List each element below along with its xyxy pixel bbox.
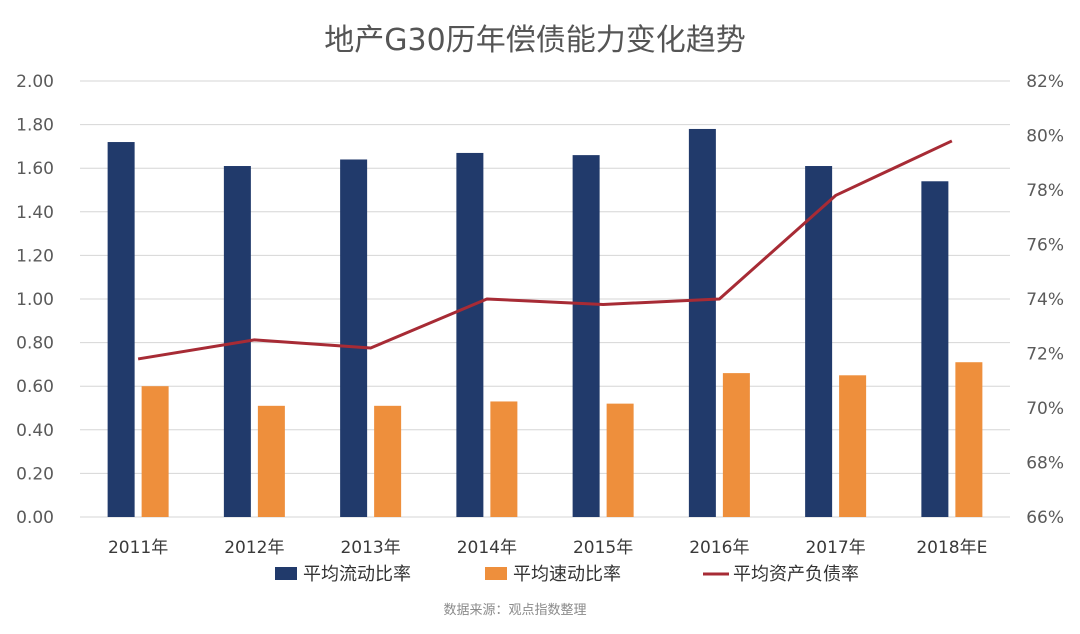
left-tick-label: 0.80 <box>16 334 54 354</box>
left-tick-label: 0.40 <box>16 421 54 441</box>
right-tick-label: 68% <box>1026 454 1064 474</box>
bar-quick-ratio <box>722 373 750 517</box>
right-tick-label: 76% <box>1026 236 1064 256</box>
left-tick-label: 1.60 <box>16 159 54 179</box>
bar-quick-ratio <box>955 362 983 517</box>
chart-title: 地产G30历年偿债能力变化趋势 <box>324 23 745 58</box>
legend-swatch <box>275 567 297 580</box>
bar-quick-ratio <box>257 405 285 517</box>
left-axis: 0.00 0.20 0.40 0.60 0.80 1.00 1.20 1.40 1.60 1.80… <box>16 72 54 528</box>
source-note: 数据来源：观点指数整理 <box>443 603 586 618</box>
category-label: 2017年 <box>805 538 865 558</box>
bar-current-ratio <box>805 166 833 517</box>
category-label: 2013年 <box>340 538 400 558</box>
bar-quick-ratio <box>490 401 518 517</box>
legend-swatch <box>485 567 507 580</box>
line-series <box>137 139 953 361</box>
right-tick-label: 70% <box>1026 399 1064 419</box>
category-label: 2014年 <box>457 538 517 558</box>
bar-current-ratio <box>688 128 716 517</box>
category-label: 2012年 <box>224 538 284 558</box>
right-tick-label: 74% <box>1026 290 1064 310</box>
left-tick-label: 1.40 <box>16 203 54 223</box>
left-tick-label: 1.00 <box>16 290 54 310</box>
right-axis: 66% 68% 70% 72% 74% 76% 78% 80% 82% <box>1026 72 1064 528</box>
category-axis: 2011年 2012年 2013年 2014年 2015年 2016年 2017年 2018年… <box>108 538 987 558</box>
right-tick-label: 72% <box>1026 345 1064 365</box>
bar-current-ratio <box>572 155 600 517</box>
left-tick-label: 0.20 <box>16 464 54 484</box>
line-debt-ratio <box>137 139 953 361</box>
category-label: 2011年 <box>108 538 168 558</box>
right-tick-label: 78% <box>1026 181 1064 201</box>
right-tick-label: 82% <box>1026 72 1064 92</box>
bar-current-ratio <box>921 181 949 517</box>
right-tick-label: 80% <box>1026 127 1064 147</box>
left-tick-label: 0.00 <box>16 508 54 528</box>
right-tick-label: 66% <box>1026 508 1064 528</box>
category-label: 2016年 <box>689 538 749 558</box>
left-tick-label: 1.80 <box>16 116 54 136</box>
legend-label: 平均资产负债率 <box>733 564 859 585</box>
left-tick-label: 2.00 <box>16 72 54 92</box>
category-label: 2015年 <box>573 538 633 558</box>
bar-current-ratio <box>107 142 135 518</box>
bar-quick-ratio <box>374 405 402 517</box>
bar-quick-ratio <box>839 375 867 517</box>
bar-current-ratio <box>340 159 368 518</box>
bars <box>107 128 983 518</box>
gridlines <box>80 80 1010 518</box>
bar-quick-ratio <box>606 403 634 517</box>
bar-quick-ratio <box>141 386 169 517</box>
bar-current-ratio <box>456 152 484 517</box>
legend-label: 平均流动比率 <box>303 564 411 585</box>
legend-label: 平均速动比率 <box>513 564 621 585</box>
left-tick-label: 0.60 <box>16 377 54 397</box>
category-label: 2018年E <box>916 538 987 558</box>
legend: 平均流动比率 平均速动比率 平均资产负债率 <box>275 564 859 585</box>
left-tick-label: 1.20 <box>16 246 54 266</box>
